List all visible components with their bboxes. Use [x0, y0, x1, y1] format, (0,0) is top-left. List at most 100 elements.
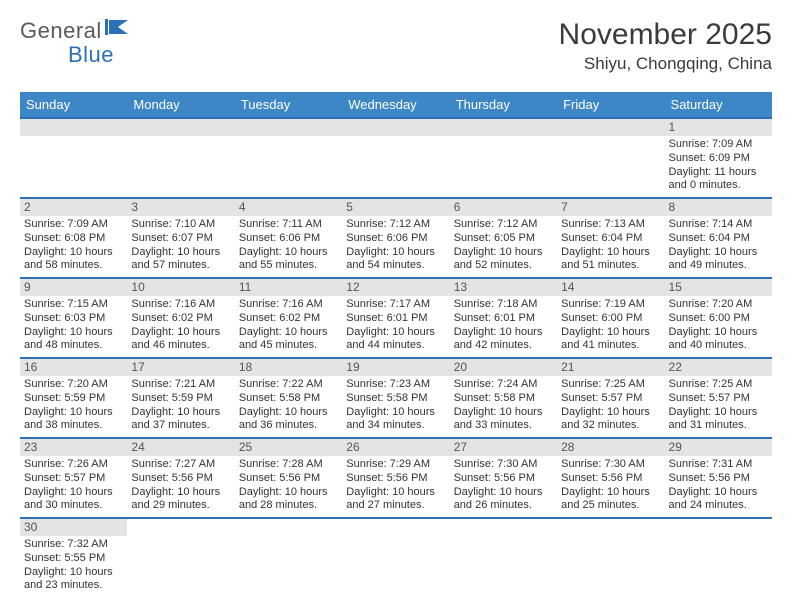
sunset-text: Sunset: 6:00 PM [669, 312, 768, 326]
day-number: 11 [235, 279, 342, 296]
day-details: Sunrise: 7:13 AMSunset: 6:04 PMDaylight:… [557, 216, 664, 277]
daylight-text: Daylight: 10 hours and 23 minutes. [24, 566, 123, 594]
sunset-text: Sunset: 5:56 PM [454, 472, 553, 486]
calendar-cell [235, 118, 342, 198]
day-number: 9 [20, 279, 127, 296]
calendar-week-row: 16Sunrise: 7:20 AMSunset: 5:59 PMDayligh… [20, 358, 772, 438]
day-number: 24 [127, 439, 234, 456]
weekday-header: Sunday [20, 92, 127, 118]
calendar-cell: 3Sunrise: 7:10 AMSunset: 6:07 PMDaylight… [127, 198, 234, 278]
day-details: Sunrise: 7:20 AMSunset: 6:00 PMDaylight:… [665, 296, 772, 357]
sunrise-text: Sunrise: 7:12 AM [346, 218, 445, 232]
calendar-cell [20, 118, 127, 198]
daylight-text: Daylight: 10 hours and 36 minutes. [239, 406, 338, 434]
daylight-text: Daylight: 10 hours and 46 minutes. [131, 326, 230, 354]
sunrise-text: Sunrise: 7:18 AM [454, 298, 553, 312]
day-number: 20 [450, 359, 557, 376]
day-number: 16 [20, 359, 127, 376]
daylight-text: Daylight: 10 hours and 27 minutes. [346, 486, 445, 514]
calendar-cell: 10Sunrise: 7:16 AMSunset: 6:02 PMDayligh… [127, 278, 234, 358]
sunrise-text: Sunrise: 7:17 AM [346, 298, 445, 312]
day-details: Sunrise: 7:25 AMSunset: 5:57 PMDaylight:… [665, 376, 772, 437]
flag-icon [104, 18, 132, 36]
calendar-cell: 24Sunrise: 7:27 AMSunset: 5:56 PMDayligh… [127, 438, 234, 518]
weekday-header-row: Sunday Monday Tuesday Wednesday Thursday… [20, 92, 772, 118]
weekday-header: Tuesday [235, 92, 342, 118]
day-number: 17 [127, 359, 234, 376]
day-number: 29 [665, 439, 772, 456]
daylight-text: Daylight: 10 hours and 51 minutes. [561, 246, 660, 274]
day-details: Sunrise: 7:29 AMSunset: 5:56 PMDaylight:… [342, 456, 449, 517]
day-number: 10 [127, 279, 234, 296]
calendar-cell: 26Sunrise: 7:29 AMSunset: 5:56 PMDayligh… [342, 438, 449, 518]
calendar-cell: 15Sunrise: 7:20 AMSunset: 6:00 PMDayligh… [665, 278, 772, 358]
month-title: November 2025 [559, 18, 772, 52]
day-number: 6 [450, 199, 557, 216]
sunset-text: Sunset: 6:07 PM [131, 232, 230, 246]
sunrise-text: Sunrise: 7:31 AM [669, 458, 768, 472]
calendar-cell [127, 118, 234, 198]
daylight-text: Daylight: 11 hours and 0 minutes. [669, 166, 768, 194]
calendar-week-row: 1Sunrise: 7:09 AMSunset: 6:09 PMDaylight… [20, 118, 772, 198]
day-details: Sunrise: 7:11 AMSunset: 6:06 PMDaylight:… [235, 216, 342, 277]
sunset-text: Sunset: 6:05 PM [454, 232, 553, 246]
sunrise-text: Sunrise: 7:14 AM [669, 218, 768, 232]
day-number: 8 [665, 199, 772, 216]
sunrise-text: Sunrise: 7:26 AM [24, 458, 123, 472]
sunset-text: Sunset: 6:00 PM [561, 312, 660, 326]
day-number: 3 [127, 199, 234, 216]
calendar-cell [127, 518, 234, 597]
day-number: 23 [20, 439, 127, 456]
daylight-text: Daylight: 10 hours and 41 minutes. [561, 326, 660, 354]
day-details: Sunrise: 7:22 AMSunset: 5:58 PMDaylight:… [235, 376, 342, 437]
day-details: Sunrise: 7:16 AMSunset: 6:02 PMDaylight:… [127, 296, 234, 357]
calendar-cell [342, 518, 449, 597]
daylight-text: Daylight: 10 hours and 28 minutes. [239, 486, 338, 514]
sunset-text: Sunset: 6:02 PM [239, 312, 338, 326]
calendar-cell [557, 518, 664, 597]
day-number: 2 [20, 199, 127, 216]
day-number: 26 [342, 439, 449, 456]
calendar-cell: 5 Sunrise: 7:12 AMSunset: 6:06 PMDaylight… [342, 198, 449, 278]
sunrise-text: Sunrise: 7:23 AM [346, 378, 445, 392]
sunset-text: Sunset: 5:56 PM [561, 472, 660, 486]
sunset-text: Sunset: 6:03 PM [24, 312, 123, 326]
sunset-text: Sunset: 5:59 PM [24, 392, 123, 406]
sunset-text: Sunset: 5:57 PM [24, 472, 123, 486]
day-number: 12 [342, 279, 449, 296]
weekday-header: Saturday [665, 92, 772, 118]
day-details: Sunrise: 7:28 AMSunset: 5:56 PMDaylight:… [235, 456, 342, 517]
day-number: 5 [342, 199, 449, 216]
sunrise-text: Sunrise: 7:25 AM [561, 378, 660, 392]
daylight-text: Daylight: 10 hours and 44 minutes. [346, 326, 445, 354]
calendar-cell: 7Sunrise: 7:13 AMSunset: 6:04 PMDaylight… [557, 198, 664, 278]
sunrise-text: Sunrise: 7:21 AM [131, 378, 230, 392]
calendar-cell: 8Sunrise: 7:14 AMSunset: 6:04 PMDaylight… [665, 198, 772, 278]
day-number: 30 [20, 519, 127, 536]
sunset-text: Sunset: 6:04 PM [669, 232, 768, 246]
calendar-cell: 23Sunrise: 7:26 AMSunset: 5:57 PMDayligh… [20, 438, 127, 518]
sunset-text: Sunset: 6:06 PM [346, 232, 445, 246]
sunset-text: Sunset: 6:02 PM [131, 312, 230, 326]
day-details: Sunrise: 7:23 AMSunset: 5:58 PMDaylight:… [342, 376, 449, 437]
calendar-cell: 22Sunrise: 7:25 AMSunset: 5:57 PMDayligh… [665, 358, 772, 438]
day-details: Sunrise: 7:18 AMSunset: 6:01 PMDaylight:… [450, 296, 557, 357]
daylight-text: Daylight: 10 hours and 54 minutes. [346, 246, 445, 274]
weekday-header: Friday [557, 92, 664, 118]
day-details: Sunrise: 7:19 AMSunset: 6:00 PMDaylight:… [557, 296, 664, 357]
sunset-text: Sunset: 5:55 PM [24, 552, 123, 566]
day-details: Sunrise: 7:30 AMSunset: 5:56 PMDaylight:… [450, 456, 557, 517]
daylight-text: Daylight: 10 hours and 33 minutes. [454, 406, 553, 434]
calendar-cell: 9Sunrise: 7:15 AMSunset: 6:03 PMDaylight… [20, 278, 127, 358]
calendar-week-row: 23 Sunrise: 7:26 AMSunset: 5:57 PM Dayligh… [20, 438, 772, 518]
calendar-cell: 17Sunrise: 7:21 AMSunset: 5:59 PMDayligh… [127, 358, 234, 438]
calendar-cell [450, 118, 557, 198]
sunset-text: Sunset: 5:57 PM [561, 392, 660, 406]
sunset-text: Sunset: 5:58 PM [454, 392, 553, 406]
daylight-text: Daylight: 10 hours and 38 minutes. [24, 406, 123, 434]
calendar-cell: 14Sunrise: 7:19 AMSunset: 6:00 PMDayligh… [557, 278, 664, 358]
calendar-cell: 1Sunrise: 7:09 AMSunset: 6:09 PMDaylight… [665, 118, 772, 198]
sunrise-text: Sunrise: 7:11 AM [239, 218, 338, 232]
day-details: Sunrise: 7:27 AMSunset: 5:56 PMDaylight:… [127, 456, 234, 517]
sunrise-text: Sunrise: 7:20 AM [669, 298, 768, 312]
